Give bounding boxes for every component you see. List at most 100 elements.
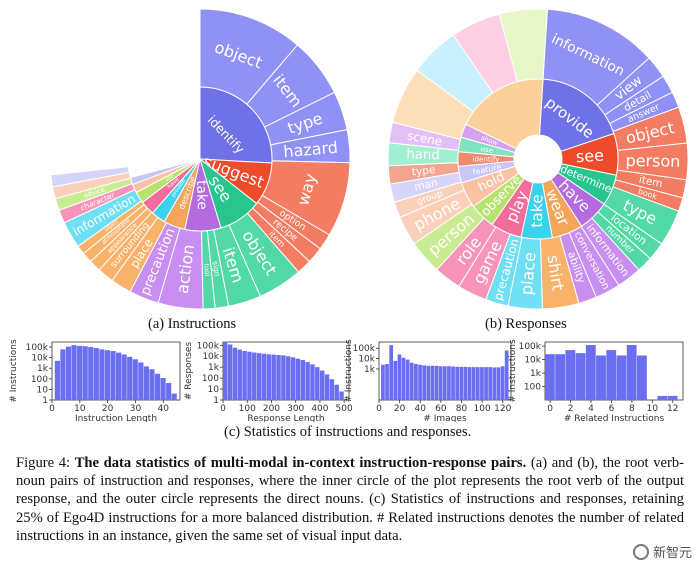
figure-title: The data statistics of multi-modal in-co… [74, 455, 527, 471]
x-tick-label: 10 [74, 404, 86, 414]
hist-bar [116, 352, 122, 400]
x-tick-label: 300 [287, 404, 304, 414]
hist-bar [121, 354, 127, 400]
x-tick-label: 10 [647, 404, 659, 414]
hist-bar [127, 356, 133, 400]
hist-bar [459, 366, 464, 400]
hist-bar [606, 350, 617, 400]
hist-bar [401, 357, 406, 400]
y-tick-label: 10k [524, 356, 541, 366]
y-tick-label: 1k [37, 364, 49, 374]
hist-bar [657, 395, 668, 400]
hist-bar [626, 344, 637, 400]
hist-bar [252, 352, 257, 400]
hist-bar [565, 350, 576, 400]
y-tick-label: 100k [519, 342, 542, 352]
hist-bar [397, 354, 402, 400]
hist-bar [414, 364, 418, 400]
hist-bar [596, 355, 606, 400]
hist-bar [171, 393, 177, 400]
hist-bar [82, 346, 88, 400]
hist-bar [71, 345, 77, 400]
hist-bar [500, 366, 505, 400]
instr-inner-label: use [164, 173, 175, 183]
hist-bar [467, 367, 472, 400]
hist-bar [334, 384, 339, 400]
hist-bar [475, 367, 480, 400]
hist-bar [463, 366, 468, 400]
hist-bar [455, 366, 460, 400]
x-tick-label: 100 [239, 404, 256, 414]
x-tick-label: 40 [158, 404, 170, 414]
caption-b: (b) Responses [485, 316, 567, 332]
hist-bar [110, 351, 116, 400]
hist-bar [99, 349, 105, 400]
y-tick-label: 10 [208, 385, 220, 395]
hist-bar [149, 369, 155, 400]
resp-outer-label: scene [406, 129, 443, 149]
hist-bar [295, 358, 301, 400]
x-tick-label: 400 [311, 404, 328, 414]
instr-inner-segment [199, 86, 273, 164]
wechat-logo-icon [632, 543, 649, 560]
resp-inner-label: use [480, 144, 495, 155]
hist-bar [667, 395, 678, 400]
hist-bar [104, 350, 111, 400]
y-axis-label: # Responses [184, 342, 194, 401]
hist-bar [77, 345, 83, 400]
y-tick-label: 1k [364, 365, 376, 375]
resp-outer-label: place [517, 251, 540, 296]
hist-bar [480, 367, 484, 400]
resp-inner-segment [465, 78, 544, 150]
hist-bar [247, 351, 252, 400]
figure-body: (a) and (b), the root verb-noun pairs of… [16, 455, 685, 544]
hist-bar [132, 359, 138, 400]
resp-outer-label: item [638, 174, 664, 191]
x-tick-label: 60 [435, 404, 447, 414]
hist-bar [54, 360, 60, 400]
hist-bar [484, 367, 488, 400]
x-tick-label: 40 [415, 404, 427, 414]
x-tick-label: 30 [130, 404, 142, 414]
resp-outer-label: man [413, 177, 439, 194]
x-tick-label: 120 [494, 404, 511, 414]
x-tick-label: 8 [629, 404, 635, 414]
hist-bar [426, 365, 431, 400]
hist-bar [315, 367, 320, 400]
y-tick-label: 1 [213, 396, 219, 406]
hist-bar [319, 370, 325, 400]
hist-bar [286, 356, 291, 400]
x-axis-label: # Related Instructions [564, 414, 665, 422]
hist-bar [418, 364, 422, 400]
hist-bar [276, 354, 281, 400]
resp-inner-label: identify [472, 154, 500, 163]
hist-bar [310, 364, 315, 400]
y-axis-label: # Instructions [508, 339, 518, 403]
resp-outer-label: hand [406, 147, 440, 163]
instr-inner-label: take [193, 180, 210, 210]
hist-bar [637, 355, 647, 400]
x-tick-label: 20 [102, 404, 114, 414]
resp-inner-segment [538, 78, 615, 153]
hist-bar [143, 366, 149, 400]
hist-bar [381, 364, 385, 400]
hist-bar [438, 366, 443, 400]
resp-outer-label: type [411, 164, 436, 178]
y-tick-label: 10 [37, 385, 49, 395]
hist-bar [488, 367, 493, 400]
hist-bar [504, 350, 509, 400]
instr-inner-segment [127, 86, 201, 179]
caption-c: (c) Statistics of instructions and respo… [224, 424, 472, 440]
x-tick-label: 100 [474, 404, 491, 414]
instr-outer-label: sign [211, 260, 222, 277]
hist-bar [271, 354, 276, 400]
hist-bar [93, 348, 99, 400]
hist-bar [471, 367, 476, 400]
y-tick-label: 10k [202, 352, 219, 362]
figure-caption: Figure 4: The data statistics of multi-m… [16, 454, 684, 545]
y-tick-label: 100k [197, 341, 220, 351]
hist-bar [575, 353, 586, 400]
hist-bar [339, 391, 344, 400]
hist-bar [242, 351, 247, 400]
hist-bar [232, 347, 238, 400]
